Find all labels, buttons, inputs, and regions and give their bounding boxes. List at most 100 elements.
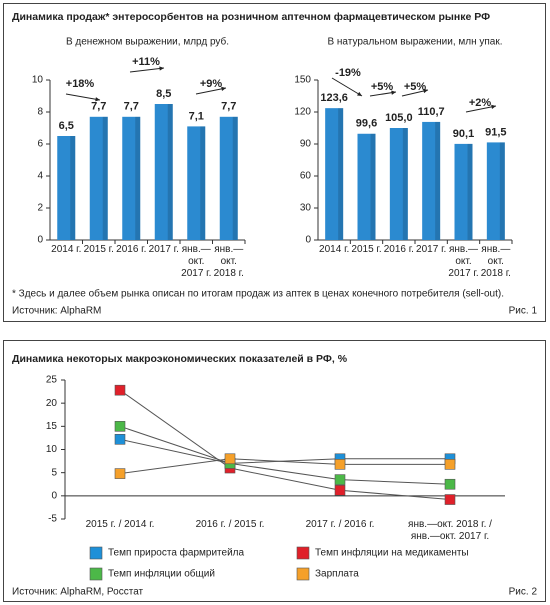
bar-shade	[402, 128, 408, 240]
x-tick-label: янв.— окт. 2018 г.	[480, 244, 511, 279]
y-tick-label: 10	[32, 75, 44, 86]
point	[114, 421, 126, 432]
value-label: 7,7	[91, 101, 106, 113]
chart-subtitle: В денежном выражении, млрд руб.	[66, 36, 229, 48]
arrow	[465, 105, 497, 113]
y-tick-label: 90	[300, 139, 312, 150]
bar-shade	[70, 136, 76, 240]
arrow	[331, 77, 363, 97]
arrow	[195, 87, 227, 95]
x-tick-label: 2017 г.	[416, 244, 447, 255]
y-tick-label: 5	[51, 467, 57, 478]
x-tick-label: 2014 г.	[319, 244, 350, 255]
y-tick-label: 8	[37, 107, 43, 118]
point	[114, 434, 126, 445]
x-tick-label: 2017 г. / 2016 г.	[305, 519, 375, 530]
figure-label: Рис. 1	[509, 306, 538, 317]
series-line	[119, 389, 451, 501]
x-tick-label: янв.— окт. 2018 г.	[213, 244, 244, 279]
chart-subtitle: В натуральном выражении, млн упак.	[327, 37, 502, 48]
bar	[454, 143, 473, 240]
figure-label: Рис. 2	[509, 587, 538, 598]
bar-shade	[370, 133, 376, 240]
figure-title: Динамика продаж* энтеросорбентов на розн…	[12, 11, 490, 23]
x-tick-label: 2015 г.	[351, 244, 382, 255]
legend-label: Зарплата	[315, 569, 359, 580]
y-tick-label: -5	[48, 514, 57, 525]
figure-title: Динамика некоторых макроэкономических по…	[12, 353, 348, 365]
value-label: 90,1	[453, 128, 474, 140]
arrow-head	[159, 66, 164, 71]
point	[114, 468, 126, 479]
y-tick-label: 0	[305, 235, 311, 246]
y-tick-label: 0	[37, 235, 43, 246]
series-line	[119, 458, 450, 475]
x-tick-label: 2016 г.	[383, 244, 414, 255]
point	[444, 459, 456, 470]
y-tick-label: 15	[46, 421, 58, 432]
bar-shade	[200, 126, 206, 240]
y-tick-label: 6	[37, 139, 43, 150]
y-tick-label: 60	[300, 171, 312, 182]
y-tick-label: 150	[294, 75, 311, 86]
point	[224, 453, 236, 465]
bar	[187, 126, 206, 240]
annotation: +5%	[404, 81, 427, 93]
value-label: 6,5	[59, 120, 74, 132]
point	[334, 459, 346, 470]
x-tick-label: 2016 г.	[116, 244, 147, 255]
legend-label: Темп прироста фармритейла	[108, 547, 244, 559]
bar	[219, 116, 238, 240]
source: Источник: AlphaRM	[12, 306, 101, 317]
x-tick-label: 2017 г.	[148, 244, 179, 255]
bar	[486, 142, 505, 240]
figure-frame	[3, 340, 546, 602]
value-label: 7,1	[189, 110, 204, 122]
bar	[325, 108, 344, 240]
bar-shade	[338, 108, 344, 240]
arrow	[65, 93, 101, 101]
bar-shade	[467, 143, 473, 240]
legend-swatch	[296, 567, 310, 581]
x-tick-label: янв.—окт. 2018 г. / янв.—окт. 2017 г.	[408, 519, 492, 542]
y-tick-label: 4	[37, 171, 43, 182]
annotation: +9%	[200, 78, 223, 90]
bar	[57, 136, 76, 240]
y-tick-label: 0	[51, 490, 57, 501]
legend-label: Темп инфляции общий	[108, 568, 215, 580]
legend-swatch	[89, 546, 103, 560]
bar-shade	[232, 116, 238, 240]
bar	[389, 128, 408, 240]
value-label: 8,5	[156, 88, 171, 100]
x-tick-label: янв.— окт. 2017 г.	[448, 244, 479, 279]
point	[334, 474, 346, 485]
x-tick-label: янв.— окт. 2017 г.	[181, 244, 212, 279]
bar-shade	[102, 116, 108, 240]
y-tick-label: 120	[294, 107, 311, 118]
x-tick-label: 2014 г.	[51, 244, 82, 255]
value-label: 110,7	[418, 106, 445, 118]
annotation: +5%	[371, 81, 394, 93]
x-tick-label: 2016 г. / 2015 г.	[195, 519, 265, 530]
arrow-head	[423, 88, 428, 94]
point	[444, 478, 456, 490]
arrow	[129, 67, 165, 73]
legend-swatch	[296, 546, 310, 560]
arrow-head	[491, 104, 496, 110]
annotation: +18%	[66, 78, 95, 90]
y-tick-label: 10	[46, 444, 58, 455]
arrow-head	[391, 90, 396, 95]
arrow-head	[221, 86, 226, 92]
point	[334, 484, 346, 496]
arrow-head	[95, 97, 100, 102]
source: Источник: AlphaRM, Росстат	[12, 587, 144, 598]
bar-shade	[135, 116, 141, 240]
y-tick-label: 2	[37, 203, 43, 214]
bar	[154, 104, 173, 240]
point	[444, 494, 456, 505]
bar-shade	[499, 142, 505, 240]
bar	[122, 116, 141, 240]
legend-swatch	[89, 567, 103, 581]
figure-frame	[3, 3, 546, 322]
